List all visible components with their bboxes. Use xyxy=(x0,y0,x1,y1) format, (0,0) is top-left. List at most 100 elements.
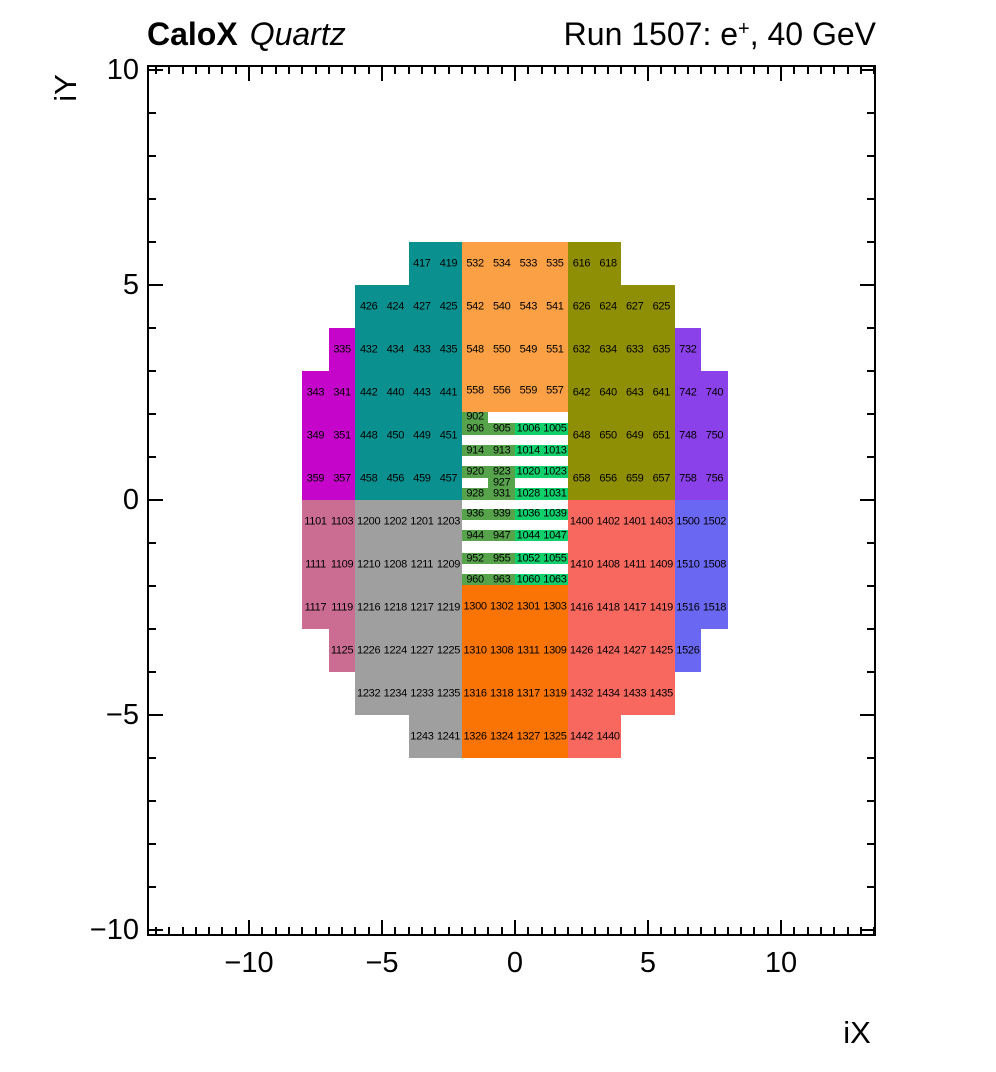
calo-cell-1424: 1424 xyxy=(596,644,620,656)
x-minor-tick xyxy=(846,927,849,934)
calo-cell-1047: 1047 xyxy=(543,529,567,541)
calo-region-greenDark xyxy=(461,530,515,541)
calo-cell-1408: 1408 xyxy=(596,558,620,570)
calo-cell-1516: 1516 xyxy=(676,601,700,613)
calo-cell-1411: 1411 xyxy=(623,558,646,570)
x-tick-label-0: 0 xyxy=(506,947,524,979)
calo-cell-1217: 1217 xyxy=(410,601,434,613)
x-minor-tick xyxy=(474,67,477,74)
calo-cell-1028: 1028 xyxy=(516,487,541,500)
x-minor-tick xyxy=(194,67,197,74)
calo-cell-1302: 1302 xyxy=(490,600,514,613)
calo-cell-1327: 1327 xyxy=(516,730,541,742)
calo-cell-625: 625 xyxy=(652,300,671,312)
y-major-tick xyxy=(860,714,874,716)
calo-cell-1400: 1400 xyxy=(569,515,594,527)
x-tick-label-10: 10 xyxy=(764,947,798,979)
calo-cell-1410: 1410 xyxy=(569,558,594,570)
calo-region-teal xyxy=(355,414,462,457)
x-major-tick xyxy=(248,920,250,934)
calo-cell-1219: 1219 xyxy=(436,601,461,613)
y-minor-tick xyxy=(867,843,874,845)
x-minor-tick xyxy=(673,67,676,74)
x-minor-tick xyxy=(341,927,344,934)
y-minor-tick xyxy=(149,628,156,630)
x-major-tick xyxy=(381,67,383,81)
y-major-tick xyxy=(860,499,874,501)
x-minor-tick xyxy=(700,67,703,74)
calo-region-greenDark xyxy=(461,466,515,478)
x-minor-tick xyxy=(633,927,636,934)
calo-region-gray xyxy=(355,672,462,715)
x-minor-tick xyxy=(753,67,756,74)
calo-cell-742: 742 xyxy=(679,386,697,398)
x-major-tick xyxy=(248,67,250,81)
x-minor-tick xyxy=(420,927,423,934)
y-minor-tick xyxy=(867,886,874,888)
x-minor-tick xyxy=(341,67,344,74)
y-tick-label-5: 5 xyxy=(122,269,139,301)
calo-region-violet xyxy=(674,371,728,414)
x-minor-tick xyxy=(833,927,836,934)
x-minor-tick xyxy=(713,67,716,74)
calo-cell-1119: 1119 xyxy=(331,601,353,613)
calo-cell-1101: 1101 xyxy=(304,515,327,527)
y-minor-tick xyxy=(149,370,156,372)
calo-cell-1426: 1426 xyxy=(569,644,594,656)
calo-cell-758: 758 xyxy=(679,472,697,484)
y-minor-tick xyxy=(867,585,874,587)
calo-region-greenDark xyxy=(461,423,515,435)
calo-cell-450: 450 xyxy=(386,429,405,441)
y-major-tick xyxy=(149,69,163,71)
calo-cell-1218: 1218 xyxy=(383,601,408,613)
calo-region-orangeBot xyxy=(461,585,569,629)
x-minor-tick xyxy=(567,67,570,74)
x-minor-tick xyxy=(553,927,556,934)
calo-cell-1318: 1318 xyxy=(490,687,514,699)
y-minor-tick xyxy=(867,628,874,630)
calo-cell-963: 963 xyxy=(492,573,511,585)
calo-cell-944: 944 xyxy=(466,529,484,541)
calo-cell-1241: 1241 xyxy=(436,730,461,742)
calo-cell-1044: 1044 xyxy=(516,529,541,541)
x-minor-tick xyxy=(181,67,184,74)
x-minor-tick xyxy=(434,927,437,934)
calo-region-salmon xyxy=(568,672,675,715)
calo-cell-1417: 1417 xyxy=(623,601,647,613)
calo-cell-558: 558 xyxy=(466,384,484,397)
calo-region-greenDark xyxy=(488,478,515,488)
x-minor-tick xyxy=(740,67,743,74)
calo-region-gray xyxy=(355,543,462,586)
calo-cell-557: 557 xyxy=(546,384,564,397)
calo-region-gray xyxy=(355,586,462,629)
x-minor-tick xyxy=(234,927,237,934)
x-minor-tick xyxy=(686,927,689,934)
y-major-tick xyxy=(149,929,163,931)
calo-region-teal xyxy=(355,457,462,500)
calo-region-blue xyxy=(674,500,728,543)
calo-cell-357: 357 xyxy=(333,472,351,484)
plot-title-right: Run 1507: e+, 40 GeV xyxy=(564,16,876,57)
y-tick-label-0: 0 xyxy=(122,484,139,516)
calo-cell-1401: 1401 xyxy=(623,515,647,527)
calo-cell-618: 618 xyxy=(599,257,617,269)
calo-cell-1311: 1311 xyxy=(517,644,540,656)
calo-cell-635: 635 xyxy=(652,343,671,355)
calo-cell-634: 634 xyxy=(599,343,617,355)
y-minor-tick xyxy=(149,886,156,888)
x-minor-tick xyxy=(806,927,809,934)
calo-cell-905: 905 xyxy=(492,422,511,435)
calo-cell-927: 927 xyxy=(492,476,511,489)
calo-region-olive xyxy=(568,328,675,371)
x-minor-tick xyxy=(819,67,822,74)
calo-cell-1125: 1125 xyxy=(330,644,354,656)
calo-cell-349: 349 xyxy=(306,429,325,441)
x-minor-tick xyxy=(700,927,703,934)
calo-region-salmon xyxy=(568,715,622,758)
x-minor-tick xyxy=(314,67,317,74)
calo-cell-1226: 1226 xyxy=(357,644,381,656)
calo-region-greenBright xyxy=(515,530,569,541)
x-minor-tick xyxy=(527,67,530,74)
calo-region-blue xyxy=(674,543,728,586)
y-major-tick xyxy=(860,929,874,931)
